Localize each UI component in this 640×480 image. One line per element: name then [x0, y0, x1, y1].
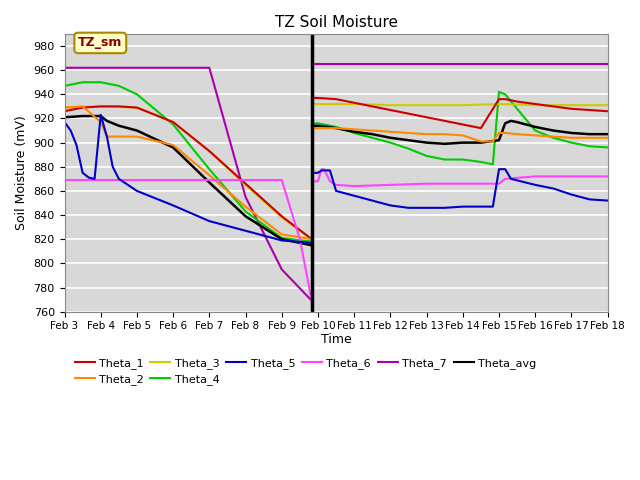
Y-axis label: Soil Moisture (mV): Soil Moisture (mV) [15, 115, 28, 230]
Text: TZ_sm: TZ_sm [78, 36, 122, 49]
Title: TZ Soil Moisture: TZ Soil Moisture [275, 15, 397, 30]
Legend: Theta_1, Theta_2, Theta_3, Theta_4, Theta_5, Theta_6, Theta_7, Theta_avg: Theta_1, Theta_2, Theta_3, Theta_4, Thet… [70, 353, 541, 389]
X-axis label: Time: Time [321, 333, 351, 346]
